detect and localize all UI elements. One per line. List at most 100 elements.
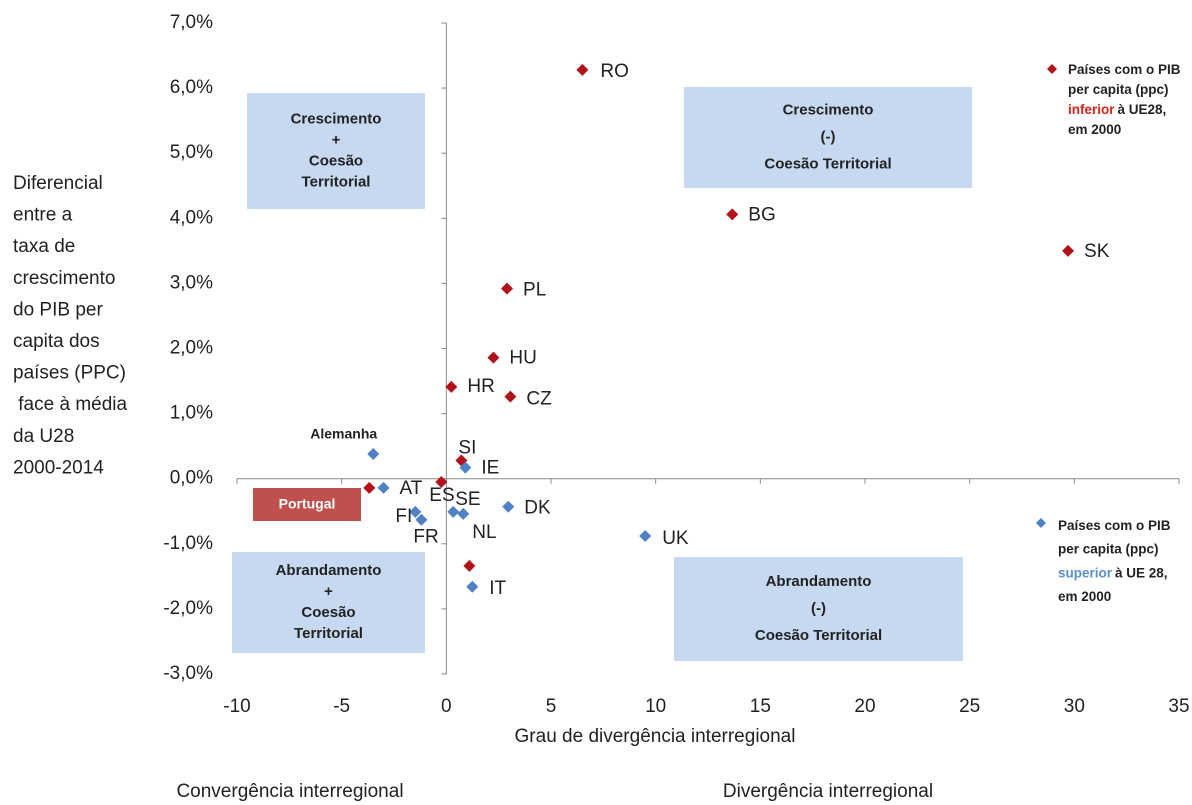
point	[445, 380, 458, 393]
legend-text-part: per capita (ppc)	[1058, 541, 1159, 556]
legend-text-part: em 2000	[1068, 122, 1121, 137]
point-label: HR	[467, 376, 494, 397]
y-tick-label: -3,0%	[163, 663, 213, 684]
point-label: ES	[429, 485, 454, 506]
point	[466, 580, 479, 593]
legend-entry: Países com o PIB per capita (ppc) superior…	[1058, 518, 1171, 604]
quadrant-label: Coesão Territorial	[764, 155, 891, 172]
x-tick-label: 5	[546, 696, 557, 717]
legend-text-part: inferior	[1068, 102, 1115, 117]
point	[367, 447, 380, 460]
point-label: SK	[1084, 241, 1110, 262]
point-label: IE	[481, 458, 499, 479]
legend-text: em 2000	[1068, 122, 1121, 137]
point	[435, 475, 448, 488]
quadrant-label: Crescimento	[783, 101, 874, 118]
quadrant-box	[674, 557, 963, 661]
y-axis-title: capita dos	[13, 331, 100, 352]
legend-entry: Países com o PIB per capita (ppc) inferior…	[1068, 62, 1181, 137]
quadrant-label: Abrandamento	[276, 562, 382, 579]
quadrant-label: Territorial	[302, 173, 371, 190]
y-axis-title: taxa de	[13, 236, 75, 257]
point-label: SI	[458, 437, 476, 458]
x-tick-label: 0	[441, 696, 452, 717]
x-tick-label: 10	[645, 696, 666, 717]
point	[487, 351, 500, 364]
footer-left: Convergência interregional	[176, 781, 403, 802]
point	[457, 507, 470, 520]
legend-marker	[1036, 518, 1046, 528]
legend-text: per capita (ppc)	[1058, 541, 1159, 556]
quadrant-label: +	[332, 131, 341, 148]
y-tick-label: 1,0%	[170, 403, 213, 424]
y-axis-title: face à média	[13, 394, 127, 415]
legend-text: Países com o PIB	[1068, 62, 1181, 77]
point	[459, 461, 472, 474]
point	[1062, 244, 1075, 257]
legend-text-part: Países com o PIB	[1058, 518, 1171, 533]
point-label: AT	[400, 478, 423, 499]
legend-text-part: à UE28,	[1118, 102, 1167, 117]
y-tick-label: 5,0%	[170, 142, 213, 163]
y-axis-title: entre a	[13, 205, 73, 226]
point	[377, 481, 390, 494]
legend-marker	[1047, 64, 1057, 74]
point	[639, 529, 652, 542]
quadrant-label: Territorial	[294, 625, 363, 642]
point-label: PL	[523, 280, 546, 301]
y-axis-title: da U28	[13, 426, 74, 447]
legend-text: superior à UE 28,	[1058, 565, 1168, 580]
quadrant-box	[684, 87, 972, 188]
y-axis-title: Diferencial	[13, 173, 103, 194]
quadrant-label: Crescimento	[291, 110, 382, 127]
point-label: SE	[455, 489, 480, 510]
y-tick-label: 2,0%	[170, 338, 213, 359]
y-axis-title: países (PPC)	[13, 363, 126, 384]
point-label: CZ	[526, 389, 552, 410]
legend-text-part: per capita (ppc)	[1068, 82, 1169, 97]
point	[447, 505, 460, 518]
quadrant-box	[247, 93, 425, 209]
y-tick-label: 4,0%	[170, 207, 213, 228]
legend-text: Países com o PIB	[1058, 518, 1171, 533]
y-axis-title: do PIB per	[13, 299, 103, 320]
point	[576, 63, 589, 76]
y-tick-label: 7,0%	[170, 12, 213, 33]
point	[463, 559, 476, 572]
point-label: FR	[413, 527, 438, 548]
point	[501, 282, 514, 295]
y-tick-label: 3,0%	[170, 272, 213, 293]
x-tick-label: 30	[1064, 696, 1085, 717]
point	[409, 505, 422, 518]
point-label: Alemanha	[310, 426, 377, 442]
point-label: UK	[662, 528, 689, 549]
legend-text-part: à UE 28,	[1115, 565, 1168, 580]
x-tick-label: 35	[1168, 696, 1189, 717]
x-tick-label: -5	[333, 696, 350, 717]
point-label: HU	[509, 348, 536, 369]
point-label: FI	[395, 506, 412, 527]
footer-right: Divergência interregional	[723, 781, 933, 802]
point	[415, 513, 428, 526]
legend-text-part: Países com o PIB	[1068, 62, 1181, 77]
y-tick-label: -1,0%	[163, 533, 213, 554]
point	[363, 481, 376, 494]
y-tick-label: 6,0%	[170, 77, 213, 98]
point	[726, 208, 739, 221]
quadrant-label: +	[324, 583, 333, 600]
y-axis-title: 2000-2014	[13, 457, 104, 478]
legend-text-part: superior	[1058, 565, 1113, 580]
y-tick-label: 0,0%	[170, 468, 213, 489]
portugal-box	[253, 488, 361, 521]
legend-text: per capita (ppc)	[1068, 82, 1169, 97]
legend-text-part: em 2000	[1058, 589, 1111, 604]
point	[502, 500, 515, 513]
point-label: NL	[472, 522, 496, 543]
point-label: IT	[489, 578, 506, 599]
x-tick-label: 15	[750, 696, 771, 717]
point	[504, 390, 517, 403]
y-axis-title: crescimento	[13, 268, 115, 289]
legend-text: em 2000	[1058, 589, 1111, 604]
x-tick-label: 20	[854, 696, 875, 717]
